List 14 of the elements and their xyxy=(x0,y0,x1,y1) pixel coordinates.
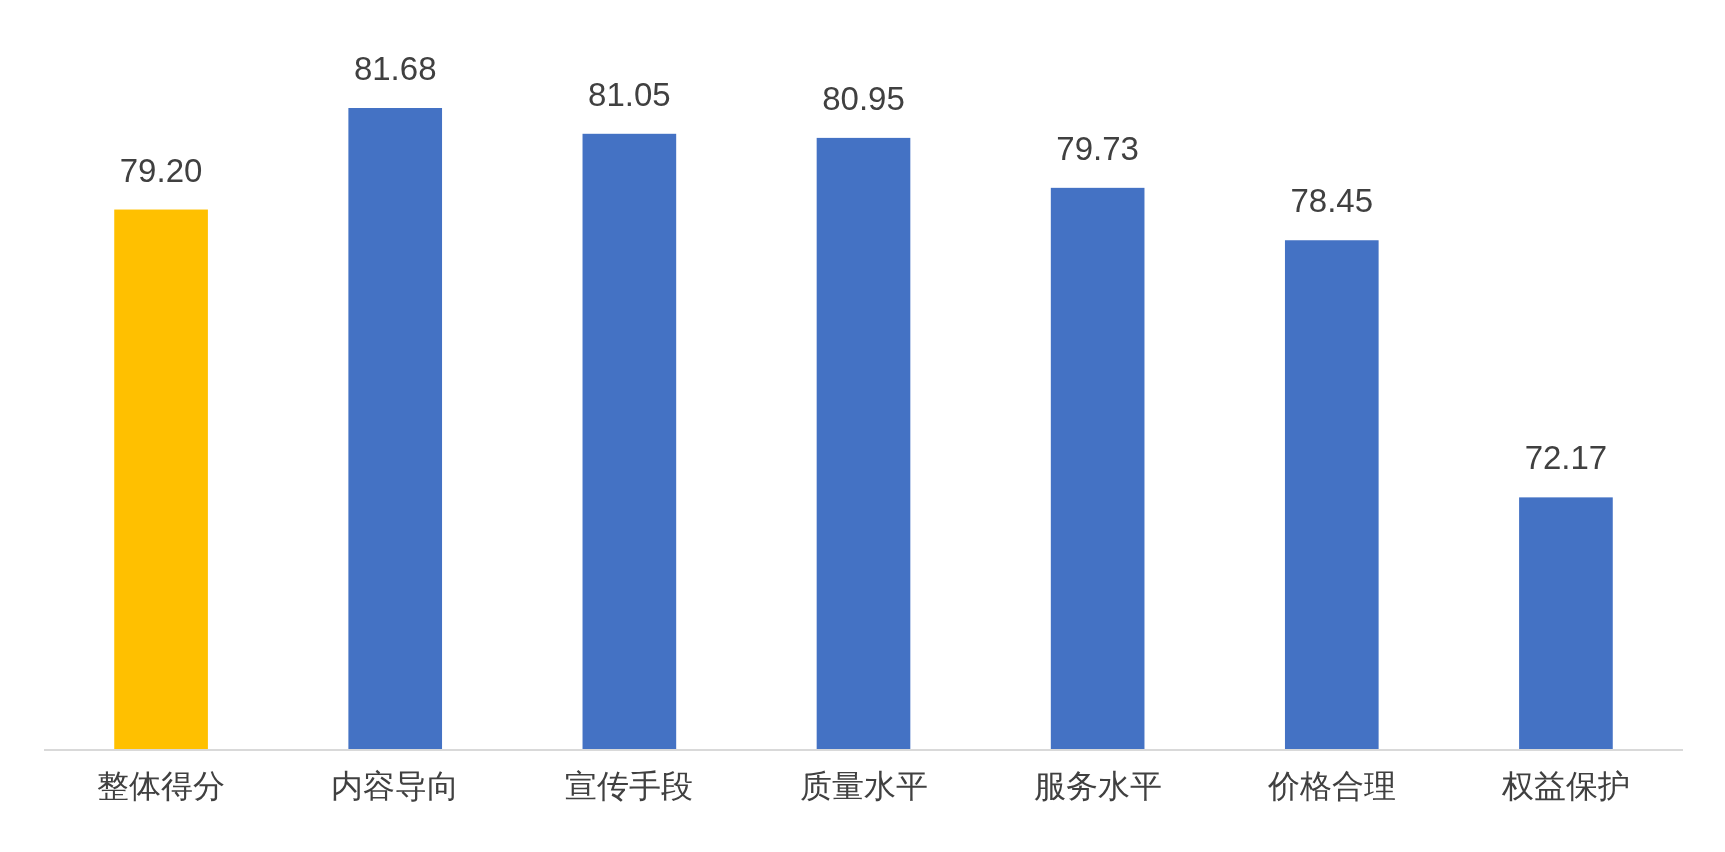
data-label: 78.45 xyxy=(1290,182,1374,220)
x-tick-label: 宣传手段 xyxy=(565,768,694,804)
x-tick-label: 质量水平 xyxy=(799,768,928,804)
data-label: 81.68 xyxy=(353,50,437,87)
x-tick-label: 价格合理 xyxy=(1266,768,1396,804)
x-tick-label: 内容导向 xyxy=(331,768,460,804)
x-tick-label: 服务水平 xyxy=(1033,768,1162,804)
data-label: 72.17 xyxy=(1524,439,1608,477)
data-label: 79.73 xyxy=(1056,129,1139,167)
data-label: 79.20 xyxy=(119,151,203,189)
x-tick-label: 整体得分 xyxy=(97,768,226,804)
x-tick-label: 权益保护 xyxy=(1500,768,1630,804)
data-label: 81.05 xyxy=(588,75,671,113)
data-label: 80.95 xyxy=(822,79,905,117)
